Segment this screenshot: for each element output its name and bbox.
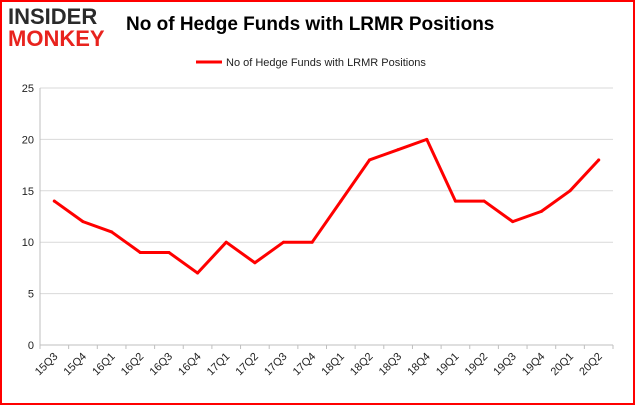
x-tick-label-16Q4: 16Q4 <box>176 351 204 379</box>
data-point-16Q1 <box>110 230 114 234</box>
logo-text-insider: INSIDER <box>8 4 98 29</box>
x-tick-label-19Q2: 19Q2 <box>463 351 491 379</box>
data-point-18Q2 <box>367 158 371 162</box>
x-tick-label-17Q2: 17Q2 <box>233 351 261 379</box>
y-tick-label-20: 20 <box>22 134 34 146</box>
chart-title: No of Hedge Funds with LRMR Positions <box>126 14 495 35</box>
data-point-19Q1 <box>453 199 457 203</box>
x-tick-label-16Q2: 16Q2 <box>119 351 147 379</box>
x-tick-label-17Q1: 17Q1 <box>205 351 233 379</box>
data-point-17Q4 <box>310 240 314 244</box>
insider-monkey-logo: INSIDER MONKEY <box>8 4 120 52</box>
data-point-20Q2 <box>597 158 601 162</box>
data-point-19Q2 <box>482 199 486 203</box>
data-point-20Q1 <box>568 189 572 193</box>
data-point-15Q3 <box>52 199 56 203</box>
data-point-16Q4 <box>196 271 200 275</box>
y-tick-label-5: 5 <box>28 289 34 301</box>
x-tick-label-16Q3: 16Q3 <box>148 351 176 379</box>
data-point-19Q4 <box>539 209 543 213</box>
x-tick-label-19Q1: 19Q1 <box>434 351 462 379</box>
x-tick-label-18Q4: 18Q4 <box>405 351 433 379</box>
y-tick-label-15: 15 <box>22 186 34 198</box>
x-tick-label-19Q3: 19Q3 <box>491 351 519 379</box>
data-point-16Q3 <box>167 250 171 254</box>
x-tick-label-20Q2: 20Q2 <box>577 351 605 379</box>
data-point-17Q3 <box>282 240 286 244</box>
x-tick-label-18Q3: 18Q3 <box>377 351 405 379</box>
x-tick-label-18Q1: 18Q1 <box>319 351 347 379</box>
x-tick-label-19Q4: 19Q4 <box>520 351 548 379</box>
x-tick-label-15Q4: 15Q4 <box>62 351 90 379</box>
y-tick-label-25: 25 <box>22 83 34 95</box>
data-point-18Q3 <box>396 148 400 152</box>
data-point-15Q4 <box>81 220 85 224</box>
series-line-0 <box>52 137 601 275</box>
data-point-19Q3 <box>511 220 515 224</box>
data-point-18Q1 <box>339 199 343 203</box>
data-point-18Q4 <box>425 137 429 141</box>
logo-text-monkey: MONKEY <box>8 26 105 51</box>
y-tick-label-10: 10 <box>22 237 34 249</box>
x-tick-label-17Q4: 17Q4 <box>291 351 319 379</box>
x-tick-label-20Q1: 20Q1 <box>549 351 577 379</box>
x-tick-label-18Q2: 18Q2 <box>348 351 376 379</box>
data-point-16Q2 <box>138 250 142 254</box>
data-point-17Q1 <box>224 240 228 244</box>
x-tick-label-17Q3: 17Q3 <box>262 351 290 379</box>
data-point-17Q2 <box>253 261 257 265</box>
y-tick-label-0: 0 <box>28 340 34 352</box>
x-tick-label-16Q1: 16Q1 <box>90 351 118 379</box>
legend-label: No of Hedge Funds with LRMR Positions <box>226 57 426 69</box>
x-tick-label-15Q3: 15Q3 <box>33 351 61 379</box>
